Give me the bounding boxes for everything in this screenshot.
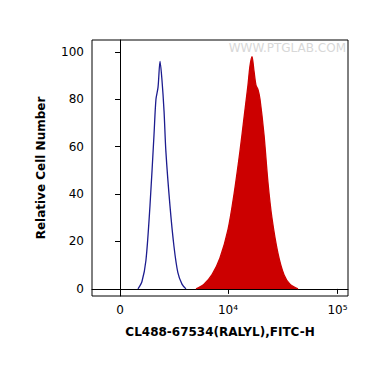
svg-text:60: 60 [69,140,84,154]
svg-text:WWW.PTGLAB.COM: WWW.PTGLAB.COM [229,41,346,55]
svg-text:CL488-67534(RALYL),FITC-H: CL488-67534(RALYL),FITC-H [125,325,314,339]
svg-text:100: 100 [61,45,84,59]
svg-text:20: 20 [69,234,84,248]
svg-text:10⁵: 10⁵ [327,303,347,317]
svg-text:Relative Cell Number: Relative Cell Number [34,97,48,240]
svg-text:0: 0 [76,282,84,296]
svg-text:0: 0 [116,303,124,317]
svg-text:10⁴: 10⁴ [218,303,238,317]
svg-text:80: 80 [69,92,84,106]
svg-text:40: 40 [69,187,84,201]
